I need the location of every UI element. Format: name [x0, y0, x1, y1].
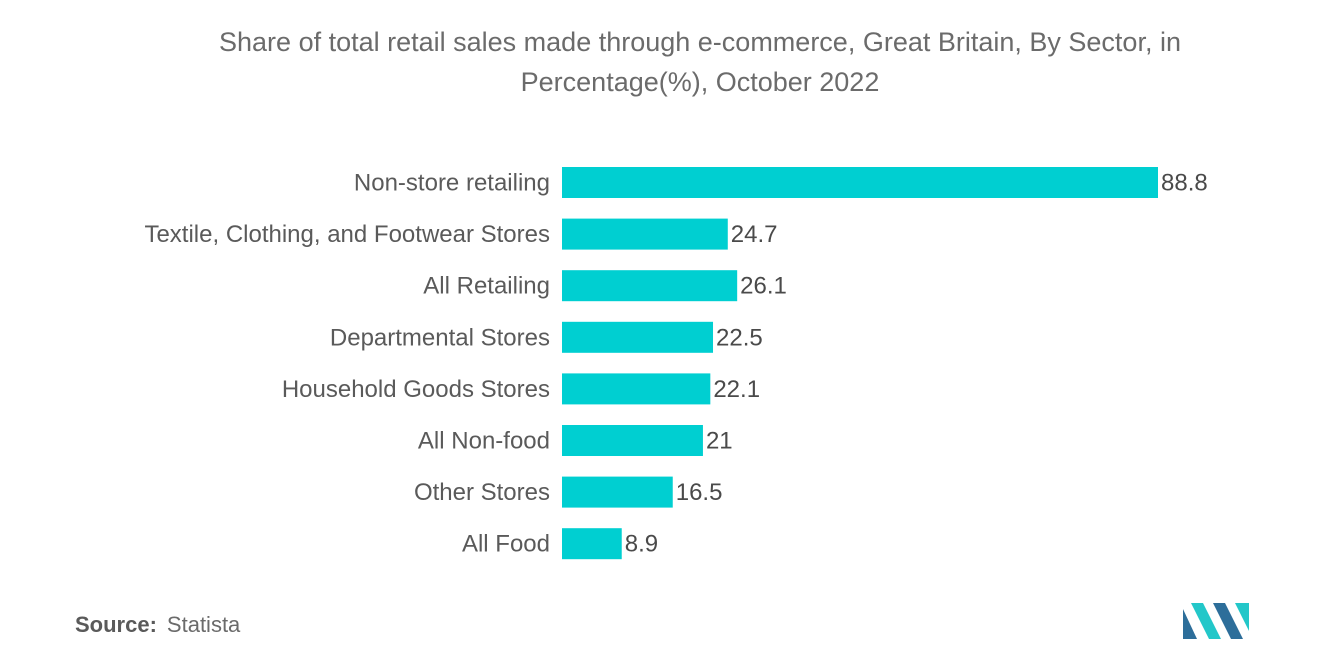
bar-6: [562, 476, 673, 508]
category-label-0: Non-store retailing: [354, 170, 550, 197]
value-label-4: 22.1: [713, 376, 760, 403]
source-label: Source:: [75, 612, 157, 637]
bar-7: [562, 528, 622, 560]
bar-3: [562, 321, 714, 353]
value-label-3: 22.5: [716, 324, 763, 351]
chart-title-line-1: Share of total retail sales made through…: [219, 27, 1181, 57]
category-label-2: All Retailing: [423, 273, 550, 300]
value-label-5: 21: [706, 428, 733, 455]
bar-0: [562, 167, 1158, 198]
value-label-2: 26.1: [740, 273, 787, 300]
category-label-3: Departmental Stores: [330, 324, 550, 351]
mordor-logo-icon: [1183, 603, 1249, 639]
category-label-1: Textile, Clothing, and Footwear Stores: [144, 221, 550, 248]
logo-middle-right-stripe: [1213, 603, 1243, 639]
value-label-1: 24.7: [731, 221, 778, 248]
value-label-7: 8.9: [625, 531, 658, 558]
bar-5: [562, 425, 703, 456]
category-label-6: Other Stores: [414, 479, 550, 506]
category-label-5: All Non-food: [418, 428, 550, 455]
logo-middle-stripe: [1191, 603, 1221, 639]
category-label-4: Household Goods Stores: [282, 376, 550, 403]
source-note: Source: Statista: [75, 612, 240, 638]
source-value: Statista: [166, 612, 241, 637]
logo-right-stripe: [1235, 603, 1249, 631]
chart-title: Share of total retail sales made through…: [100, 22, 1300, 102]
category-label-7: All Food: [462, 531, 550, 558]
bar-chart: Non-store retailing 88.8 Textile, Clothing…: [144, 167, 1208, 560]
bar-2: [562, 270, 738, 302]
bar-1: [562, 218, 728, 250]
value-label-0: 88.8: [1161, 170, 1208, 197]
logo-left-stripe: [1183, 609, 1197, 639]
bar-4: [562, 373, 711, 405]
chart-title-line-2: Percentage(%), October 2022: [520, 67, 880, 97]
value-label-6: 16.5: [676, 479, 723, 506]
